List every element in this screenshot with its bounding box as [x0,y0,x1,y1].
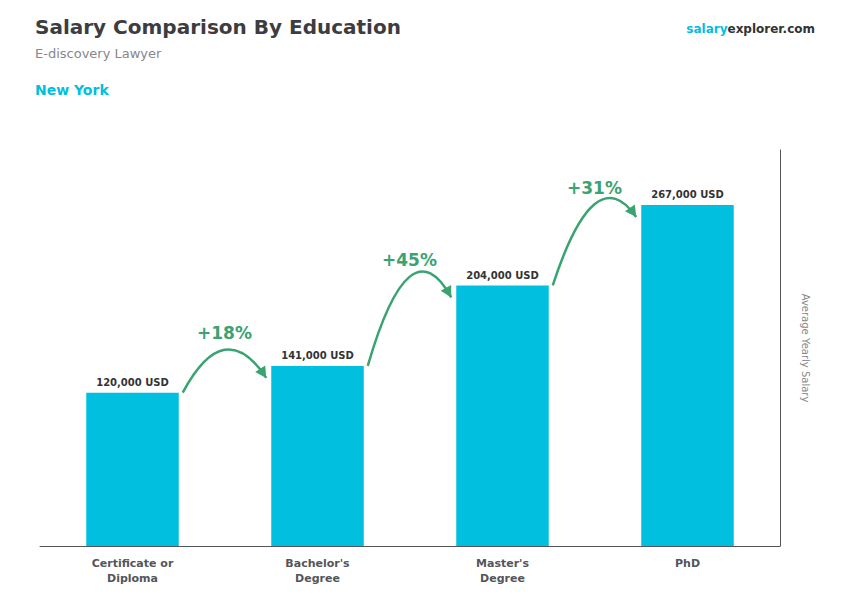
svg-text:explorer.com: explorer.com [727,22,815,36]
svg-text:Average Yearly Salary: Average Yearly Salary [800,294,811,403]
svg-text:267,000 USD: 267,000 USD [651,189,724,200]
svg-text:204,000 USD: 204,000 USD [466,270,539,281]
svg-text:PhD: PhD [675,557,700,570]
svg-text:Master's: Master's [476,557,529,570]
svg-text:Salary Comparison By Education: Salary Comparison By Education [35,15,401,39]
svg-text:120,000 USD: 120,000 USD [96,377,169,388]
svg-text:New York: New York [35,82,109,98]
svg-text:+45%: +45% [382,250,437,270]
svg-text:Certificate or: Certificate or [92,557,174,570]
svg-text:Degree: Degree [480,572,525,585]
svg-text:Diploma: Diploma [107,572,158,585]
svg-text:141,000 USD: 141,000 USD [281,350,354,361]
svg-text:salary: salary [686,22,727,36]
svg-text:+31%: +31% [567,178,622,198]
svg-text:Degree: Degree [295,572,340,585]
svg-text:Bachelor's: Bachelor's [285,557,350,570]
svg-text:+18%: +18% [197,323,252,343]
svg-text:E-discovery Lawyer: E-discovery Lawyer [35,46,162,61]
